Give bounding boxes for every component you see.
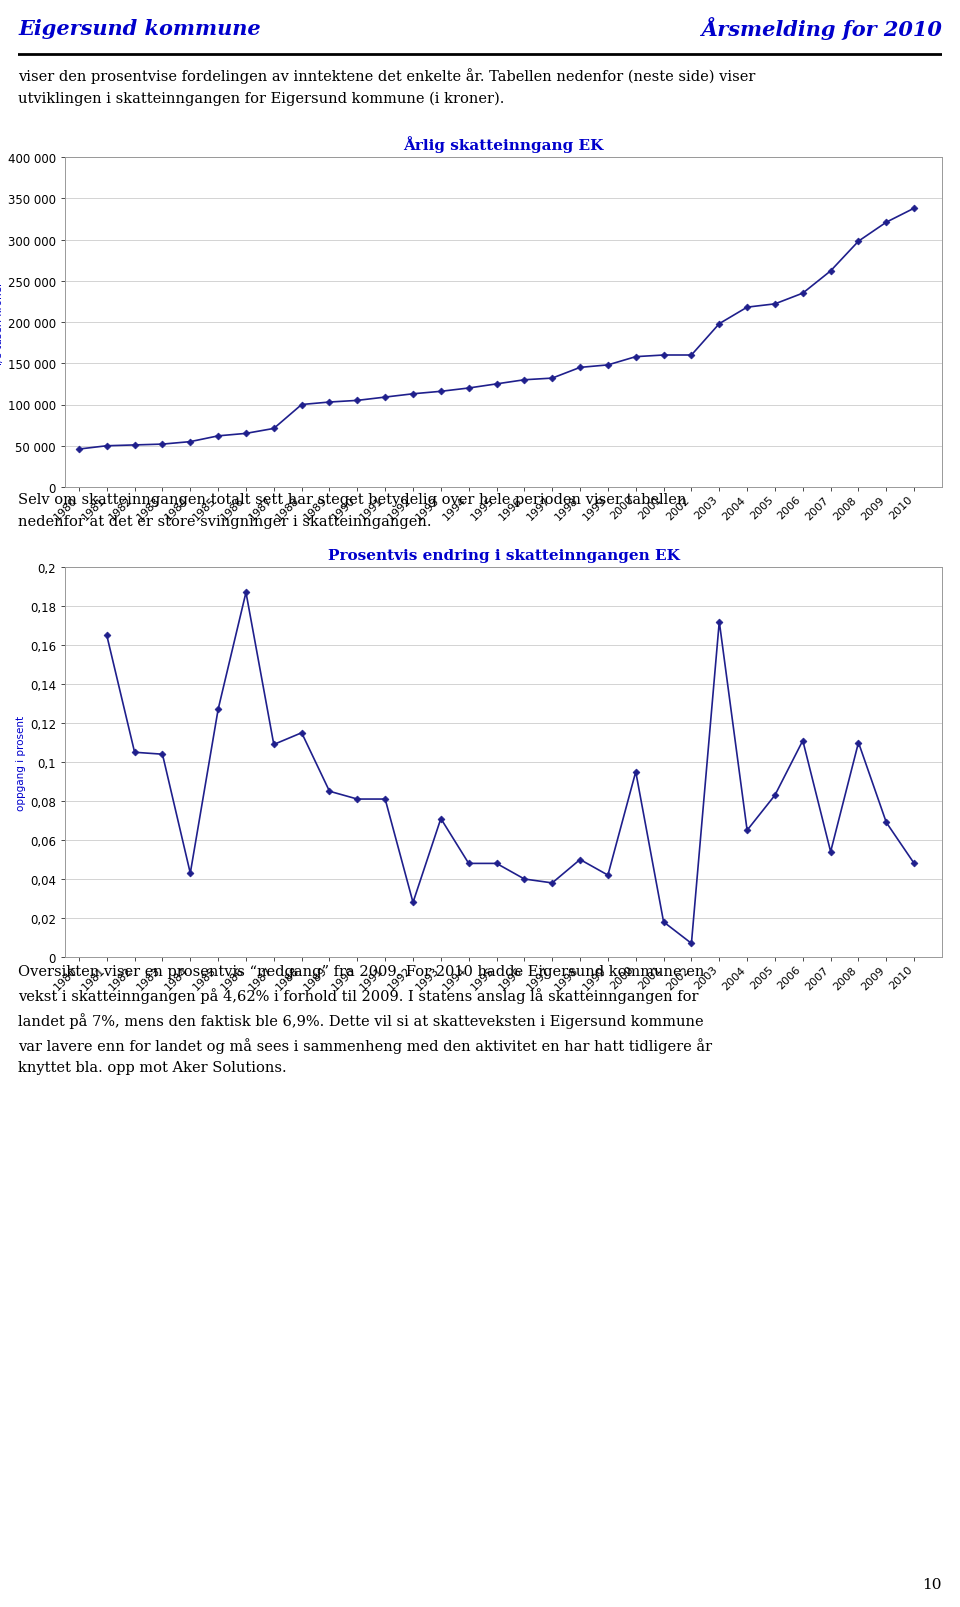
Text: Selv om skatteinngangen totalt sett har steget betydelig over hele perioden vise: Selv om skatteinngangen totalt sett har … <box>18 493 686 529</box>
Text: viser den prosentvise fordelingen av inntektene det enkelte år. Tabellen nedenfo: viser den prosentvise fordelingen av inn… <box>18 67 756 106</box>
Y-axis label: i/e tuseri kroner: i/e tuseri kroner <box>0 281 4 365</box>
Text: Eigersund kommune: Eigersund kommune <box>18 19 260 39</box>
Title: Prosentvis endring i skatteinngangen EK: Prosentvis endring i skatteinngangen EK <box>327 548 680 562</box>
Y-axis label: oppgang i prosent: oppgang i prosent <box>15 715 26 810</box>
Title: Årlig skatteinngang EK: Årlig skatteinngang EK <box>403 135 604 153</box>
Text: Årsmelding for 2010: Årsmelding for 2010 <box>701 18 942 40</box>
Text: Oversikten viser en prosentvis “nedgang” fra 2009. For 2010 hadde Eigersund komm: Oversikten viser en prosentvis “nedgang”… <box>18 964 712 1075</box>
Text: 10: 10 <box>923 1576 942 1591</box>
